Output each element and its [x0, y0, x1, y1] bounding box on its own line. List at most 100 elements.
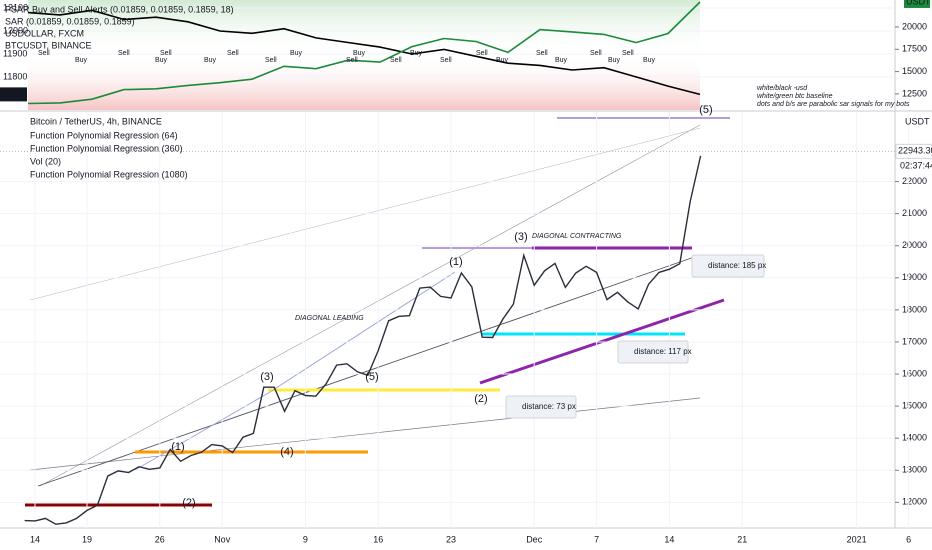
y-tick-label: 11800 [3, 71, 27, 81]
x-tick-label: 21 [737, 534, 747, 544]
y-tick-label: 12000 [902, 497, 927, 507]
drawings [25, 117, 730, 507]
wave-label: (1) [449, 256, 462, 268]
signal-label: Buy [75, 57, 88, 64]
currency-label: USDT [905, 116, 930, 126]
y2-tick-label: 20000 [902, 21, 927, 31]
y-tick-label: 11900 [3, 48, 27, 58]
signal-label: Sell [227, 50, 239, 57]
value-badge [0, 87, 27, 102]
wave-label: (5) [365, 371, 378, 383]
distance-label: distance: 185 px [708, 261, 766, 270]
signal-label: Sell [622, 50, 634, 57]
distance-label: distance: 73 px [522, 402, 576, 411]
x-tick-label: 16 [373, 534, 383, 544]
y-tick-label: 16000 [902, 368, 927, 378]
note: white/green btc baseline [757, 93, 833, 100]
signal-label: Sell [590, 50, 602, 57]
signal-label: Sell [160, 50, 172, 57]
y-tick-label: 15000 [902, 400, 927, 410]
y-tick-label: 21000 [902, 208, 927, 218]
value-badge-label: 11724 [3, 89, 27, 99]
trend-line [37, 254, 701, 487]
note: white/black -usd [757, 85, 808, 92]
legend-label: USDOLLAR, FXCM [5, 28, 84, 38]
currency-badge [904, 0, 930, 8]
distance-box [505, 395, 577, 419]
annotation: DIAGONAL LEADING [295, 315, 364, 322]
signal-label: Sell [118, 50, 130, 57]
y-tick-label: 12000 [3, 25, 28, 35]
y-tick-label: 14000 [902, 433, 927, 443]
signal-label: Buy [643, 57, 656, 64]
signal-label: Buy [410, 50, 423, 57]
trend-line [269, 271, 456, 393]
y2-tick-label: 12500 [902, 88, 927, 98]
x-tick-label: 14 [664, 534, 674, 544]
signal-label: Sell [265, 57, 277, 64]
y-tick-label: 17000 [902, 336, 927, 346]
signal-label: Sell [346, 57, 358, 64]
trend-line [39, 124, 701, 487]
indicator-label: Vol (20) [30, 156, 61, 166]
indicator-label: SAR (0.01859, 0.01859, 0.1859) [5, 16, 135, 26]
signal-label: Sell [390, 57, 402, 64]
x-tick-label: Nov [214, 534, 231, 544]
y-tick-label: 22000 [902, 176, 927, 186]
x-tick-label: 23 [446, 534, 456, 544]
x-tick-label: 2021 [847, 534, 867, 544]
x-tick-label: Dec [526, 534, 543, 544]
signal-label: Buy [204, 57, 217, 64]
wave-label: (3) [514, 231, 527, 243]
x-tick-label: 26 [155, 534, 165, 544]
wave-label: (5) [699, 104, 712, 116]
chart-title: Bitcoin / TetherUS, 4h, BINANCE [30, 116, 162, 126]
currency-label: USDT [906, 0, 931, 6]
wave-label: (2) [474, 393, 487, 405]
x-tick-label: 6 [906, 534, 911, 544]
signal-label: Sell [38, 50, 50, 57]
indicator-label: Function Polynomial Regression (1080) [30, 169, 188, 179]
signal-label: Buy [353, 50, 366, 57]
x-tick-label: 9 [303, 534, 308, 544]
y-tick-label: 18000 [902, 304, 927, 314]
wave-label: (4) [280, 446, 293, 458]
y-tick-label: 20000 [902, 240, 927, 250]
signal-label: Buy [155, 57, 168, 64]
x-tick-label: 14 [30, 534, 40, 544]
signal-label: Buy [290, 50, 303, 57]
last-price-badge [895, 143, 932, 159]
series-line [27, 1, 701, 105]
signal-label: Sell [476, 50, 488, 57]
signal-label: Buy [555, 57, 568, 64]
wave-label: (3) [260, 371, 273, 383]
distance-label: distance: 117 px [634, 347, 692, 356]
annotation: DIAGONAL CONTRACTING [532, 233, 622, 240]
y-tick-label: 19000 [902, 272, 927, 282]
y-tick-label: 13000 [902, 465, 927, 475]
note: dots and b/s are parabolic sar signals f… [757, 101, 910, 108]
signal-label: Sell [536, 50, 548, 57]
wave-label: (1) [171, 441, 184, 453]
series-line [27, 9, 701, 96]
trend-line [29, 397, 701, 471]
countdown: 02:37:44 [900, 161, 932, 171]
distance-box [691, 254, 765, 278]
signal-label: Buy [608, 57, 621, 64]
indicator-label: Function Polynomial Regression (64) [30, 130, 178, 140]
distance-box [617, 340, 689, 364]
indicator-label: Function Polynomial Regression (360) [30, 143, 183, 153]
last-price-label: 22943.30 [898, 146, 932, 156]
trend-line [479, 254, 701, 361]
x-tick-label: 7 [594, 534, 599, 544]
signal-label: Sell [440, 57, 452, 64]
y2-tick-label: 17500 [902, 44, 927, 54]
x-tick-label: 19 [82, 534, 92, 544]
indicator-label: PSAR Buy and Sell Alerts (0.01859, 0.018… [5, 4, 234, 14]
signal-label: Buy [496, 57, 509, 64]
trend-line [134, 391, 271, 471]
legend-label: BTCUSDT, BINANCE [5, 40, 92, 50]
wave-label: (2) [182, 497, 195, 509]
